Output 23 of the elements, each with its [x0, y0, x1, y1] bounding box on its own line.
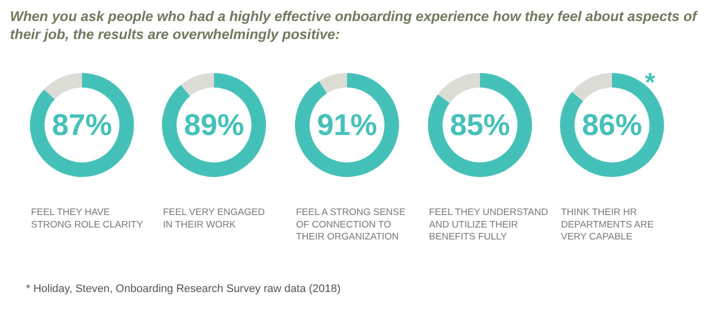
donut-slice: [30, 73, 134, 177]
donut-slice: [180, 73, 214, 96]
donut-slice: [44, 73, 82, 100]
data-label: 86%: [582, 109, 642, 142]
donut-slice: [560, 73, 664, 177]
donut-slice: [162, 73, 266, 177]
text: FEEL A STRONG SENSE OF CONNECTION TO THEIR ORGANIZATION: [296, 207, 406, 243]
donut-slice: [428, 73, 532, 177]
donut-slice: [572, 73, 612, 102]
text: FEEL VERY ENGAGED IN THEIR WORK: [163, 207, 265, 230]
data-label: 91%: [317, 109, 378, 142]
data-label: 89%: [184, 109, 244, 142]
data-label: 87%: [52, 109, 112, 142]
text: *: [645, 67, 656, 97]
data-label: 85%: [450, 109, 510, 142]
text: FEEL THEY HAVE STRONG ROLE CLARITY: [31, 207, 144, 230]
text: FEEL THEY UNDERSTAND AND UTILIZE THEIR BENEFITS FULLY: [429, 207, 548, 243]
text: When you ask people who had a highly effective onboarding experience how they feel about aspects of their job, the results are overwhelmingly positive:: [10, 8, 698, 42]
text: * Holiday, Steven, Onboarding Research Survey raw data (2018): [26, 283, 341, 295]
donut-slice: [295, 73, 399, 177]
text: THINK THEIR HR DEPARTMENTS ARE VERY CAPABLE: [561, 207, 654, 243]
donut-slice: [438, 73, 480, 103]
donut-slice: [319, 73, 347, 94]
